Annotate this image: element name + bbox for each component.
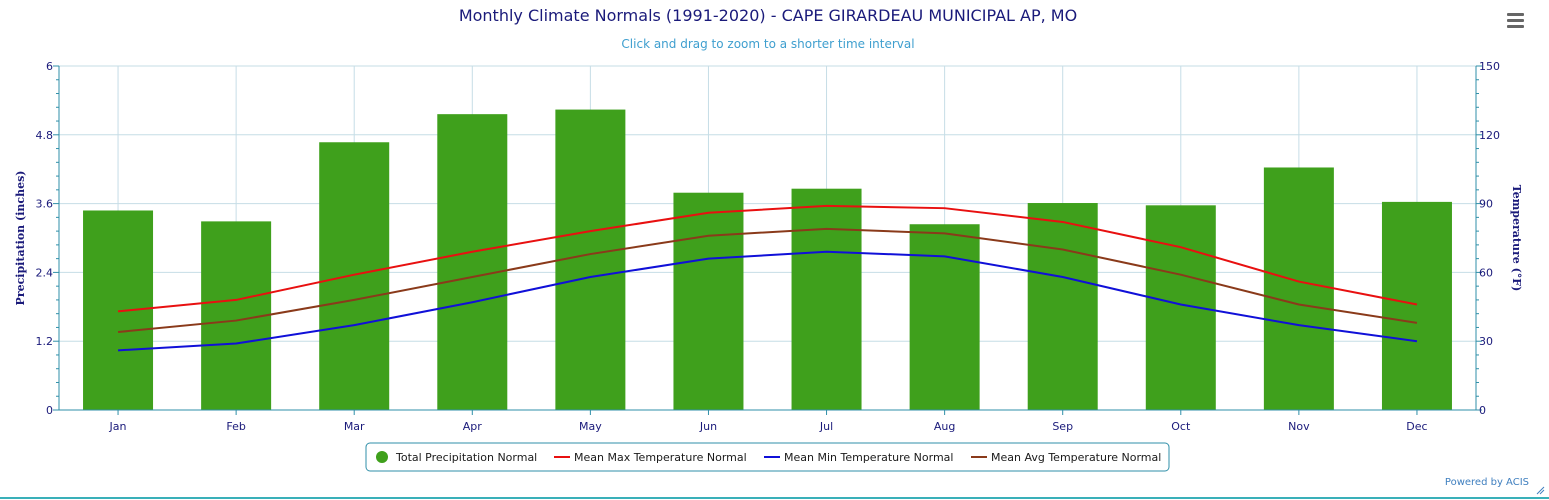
precipitation-bars[interactable] bbox=[83, 109, 1452, 410]
hamburger-menu-icon[interactable] bbox=[1503, 10, 1529, 34]
legend[interactable]: Total Precipitation Normal Mean Max Tempe… bbox=[365, 442, 1170, 472]
precip-bar[interactable] bbox=[673, 192, 744, 410]
y-right-tick-label: 120 bbox=[1479, 129, 1500, 142]
precip-bar[interactable] bbox=[1381, 201, 1452, 410]
precip-bar[interactable] bbox=[555, 109, 626, 410]
legend-symbol-precip bbox=[376, 451, 388, 463]
x-tick-label: Jan bbox=[109, 420, 127, 433]
y-right-tick-label: 30 bbox=[1479, 335, 1493, 348]
x-tick-label: Aug bbox=[934, 420, 955, 433]
precip-bar[interactable] bbox=[437, 114, 508, 410]
y-left-tick-label: 6 bbox=[46, 60, 53, 73]
y-left-tick-label: 3.6 bbox=[36, 198, 54, 211]
y-left-tick-label: 0 bbox=[46, 404, 53, 417]
legend-label[interactable]: Total Precipitation Normal bbox=[395, 451, 537, 464]
x-tick-label: Dec bbox=[1406, 420, 1427, 433]
y-axis-left-label: Precipitation (inches) bbox=[14, 171, 27, 306]
y-right-tick-label: 60 bbox=[1479, 266, 1493, 279]
y-axis-right-label: Temperature (°F) bbox=[1510, 185, 1523, 292]
y-right-tick-label: 90 bbox=[1479, 198, 1493, 211]
precip-bar[interactable] bbox=[791, 188, 862, 410]
avg-temp-line[interactable] bbox=[117, 227, 1418, 334]
precip-bar[interactable] bbox=[319, 142, 390, 410]
max-temp-line[interactable] bbox=[117, 204, 1418, 313]
y-right-tick-label: 0 bbox=[1479, 404, 1486, 417]
legend-label[interactable]: Mean Min Temperature Normal bbox=[784, 451, 953, 464]
x-tick-label: Jul bbox=[819, 420, 833, 433]
precip-bar[interactable] bbox=[1263, 167, 1334, 410]
resize-grip-icon[interactable] bbox=[1536, 486, 1545, 495]
x-tick-label: Apr bbox=[463, 420, 483, 433]
precip-bar[interactable] bbox=[909, 224, 980, 410]
x-tick-label: Jun bbox=[699, 420, 717, 433]
x-tick-label: Nov bbox=[1288, 420, 1310, 433]
credit-link[interactable]: Powered by ACIS bbox=[1444, 477, 1529, 488]
precip-bar[interactable] bbox=[1027, 203, 1098, 410]
temperature-lines[interactable] bbox=[117, 204, 1418, 352]
x-tick-label: Sep bbox=[1052, 420, 1073, 433]
chart-title: Monthly Climate Normals (1991-2020) - CA… bbox=[459, 6, 1077, 25]
precip-bar[interactable] bbox=[83, 210, 154, 410]
y-right-tick-label: 150 bbox=[1479, 60, 1500, 73]
grid bbox=[59, 65, 1476, 411]
y-left-tick-label: 4.8 bbox=[36, 129, 54, 142]
x-tick-label: May bbox=[579, 420, 602, 433]
y-left-tick-label: 2.4 bbox=[36, 266, 54, 279]
y-left-tick-label: 1.2 bbox=[36, 335, 54, 348]
precip-bar[interactable] bbox=[1145, 205, 1216, 410]
legend-label[interactable]: Mean Max Temperature Normal bbox=[574, 451, 747, 464]
legend-label[interactable]: Mean Avg Temperature Normal bbox=[991, 451, 1161, 464]
x-tick-label: Oct bbox=[1171, 420, 1191, 433]
chart-subtitle: Click and drag to zoom to a shorter time… bbox=[621, 37, 914, 51]
min-temp-line[interactable] bbox=[117, 250, 1418, 352]
bottom-divider bbox=[0, 497, 1549, 499]
x-tick-label: Feb bbox=[226, 420, 245, 433]
x-tick-label: Mar bbox=[344, 420, 365, 433]
